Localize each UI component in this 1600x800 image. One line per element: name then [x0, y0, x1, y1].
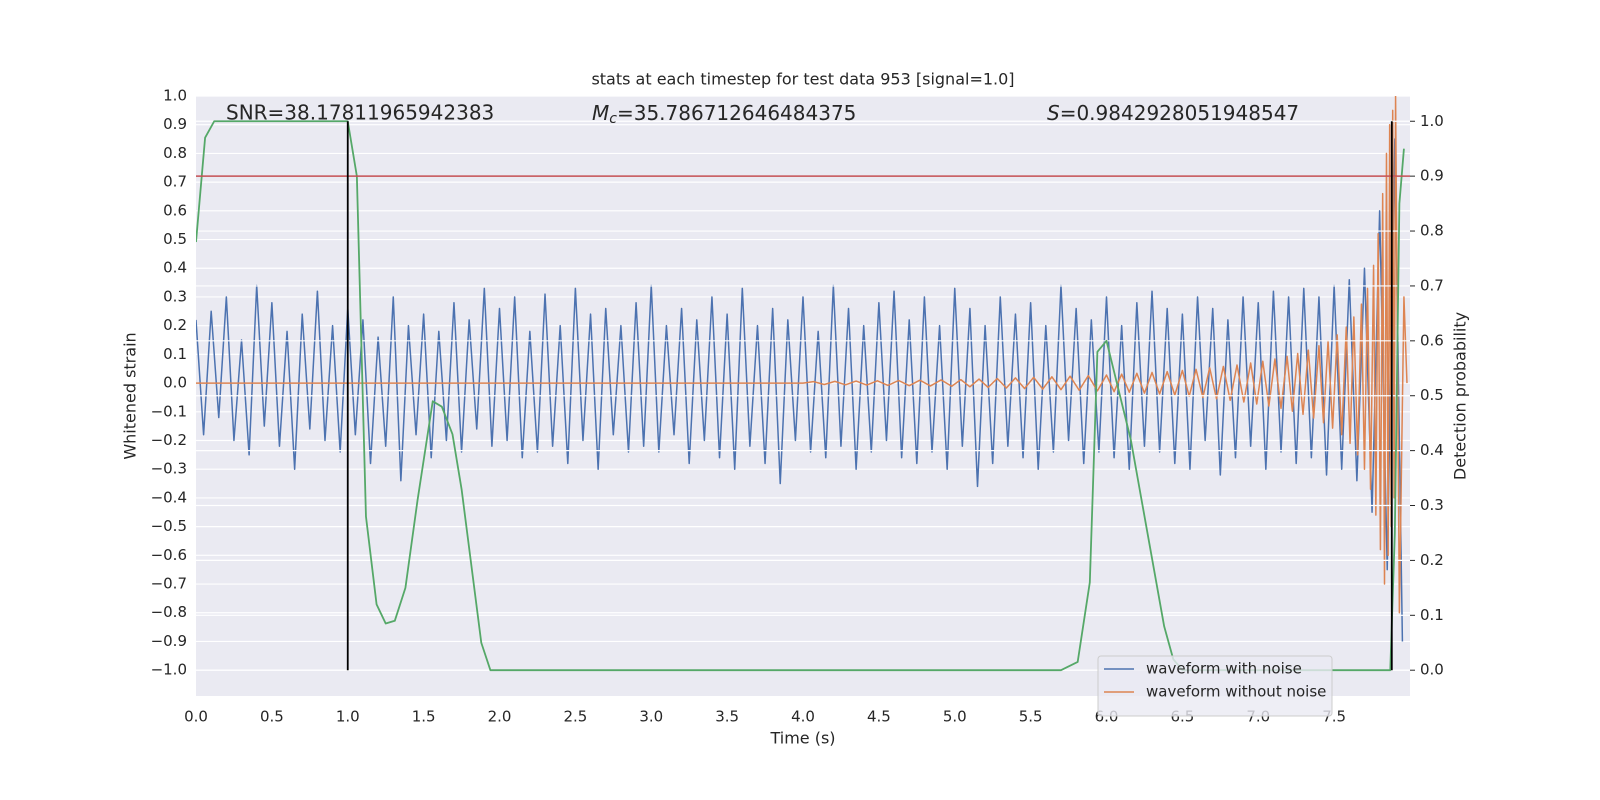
annotation-subscript: c	[609, 111, 617, 127]
x-tick-label: 2.0	[488, 708, 512, 726]
legend-label: waveform with noise	[1146, 660, 1302, 678]
y-tick-label: −0.5	[151, 517, 187, 535]
y-axis-label: Whitened strain	[121, 332, 140, 459]
y-tick-label: 1.0	[163, 87, 187, 105]
y-tick-label: 0.3	[163, 287, 187, 305]
y-tick-label: −0.1	[151, 402, 187, 420]
annotation-symbol: M	[592, 101, 609, 125]
annotation-symbol: S	[1047, 101, 1060, 125]
x-tick-label: 5.5	[1019, 708, 1043, 726]
y2-tick-label: 0.3	[1420, 496, 1444, 514]
y-tick-label: −0.4	[151, 488, 187, 506]
annotation: SNR=38.17811965942383	[226, 101, 494, 125]
legend-box	[1097, 655, 1333, 717]
y-tick-label: −0.6	[151, 546, 187, 564]
x-tick-label: 4.5	[867, 708, 891, 726]
y-tick-label: 0.4	[163, 259, 187, 277]
x-tick-label: 1.0	[336, 708, 360, 726]
y2-axis-label: Detection probability	[1451, 312, 1470, 480]
y-tick-label: 0.2	[163, 316, 187, 334]
series-line	[196, 96, 1408, 614]
y-tick-label: 0.5	[163, 230, 187, 248]
annotation-value: =0.9842928051948547	[1060, 101, 1299, 125]
y-tick-label: 0.0	[163, 374, 187, 392]
y2-tick-label: 0.4	[1420, 441, 1444, 459]
y-tick-label: −0.9	[151, 632, 187, 650]
y-tick-label: −0.2	[151, 431, 187, 449]
x-tick-label: 2.5	[563, 708, 587, 726]
y2-tick-label: 0.9	[1420, 167, 1444, 185]
y-tick-label: 0.1	[163, 345, 187, 363]
y-tick-label: 0.9	[163, 115, 187, 133]
x-tick-label: 3.5	[715, 708, 739, 726]
annotation: Mc=35.786712646484375	[592, 101, 856, 128]
y-tick-label: −0.7	[151, 575, 187, 593]
x-tick-label: 0.5	[260, 708, 284, 726]
y-tick-label: 0.7	[163, 173, 187, 191]
y2-tick-label: 1.0	[1420, 112, 1444, 130]
ticks: 0.00.51.01.52.02.53.03.54.04.55.05.56.06…	[151, 87, 1444, 726]
y-tick-label: −1.0	[151, 661, 187, 679]
y2-tick-label: 0.2	[1420, 551, 1444, 569]
annotation-value: =35.786712646484375	[617, 101, 856, 125]
legend-label: waveform without noise	[1146, 683, 1326, 701]
y2-tick-label: 0.0	[1420, 661, 1444, 679]
series-line	[196, 138, 1404, 642]
y2-tick-label: 0.1	[1420, 606, 1444, 624]
x-tick-label: 0.0	[184, 708, 208, 726]
y-tick-label: −0.3	[151, 460, 187, 478]
x-tick-label: 4.0	[791, 708, 815, 726]
series-layer	[196, 96, 1408, 642]
x-axis-label: Time (s)	[769, 729, 835, 748]
x-tick-label: 1.5	[412, 708, 436, 726]
y2-tick-label: 0.6	[1420, 331, 1444, 349]
y2-tick-label: 0.8	[1420, 222, 1444, 240]
chart-title: stats at each timestep for test data 953…	[591, 70, 1014, 89]
y2-tick-label: 0.7	[1420, 276, 1444, 294]
legend: waveform with noise waveform without nois…	[1097, 655, 1333, 717]
y2-tick-label: 0.5	[1420, 386, 1444, 404]
y-tick-label: 0.6	[163, 201, 187, 219]
y-tick-label: −0.8	[151, 603, 187, 621]
y-tick-label: 0.8	[163, 144, 187, 162]
x-tick-label: 3.0	[639, 708, 663, 726]
x-tick-label: 5.0	[943, 708, 967, 726]
annotation: S=0.9842928051948547	[1047, 101, 1299, 125]
